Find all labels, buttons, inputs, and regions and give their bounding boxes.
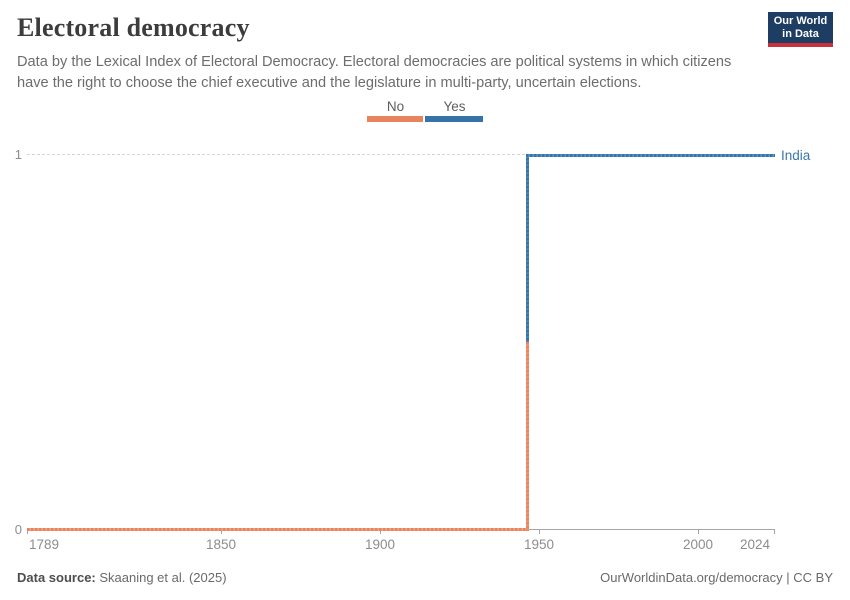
series-india-segment-no-horizontal: [27, 528, 529, 531]
x-axis-label-1789: 1789: [28, 537, 60, 552]
x-axis-tick-1789: [27, 530, 28, 534]
owid-logo-box: Our World in Data: [768, 12, 833, 43]
x-axis-label-1950: 1950: [523, 537, 555, 552]
x-axis-label-2000: 2000: [682, 537, 714, 552]
x-axis-tick-1900: [380, 530, 381, 534]
gridline-y1: [27, 154, 775, 155]
x-axis-tick-2000: [698, 530, 699, 534]
x-axis-label-1850: 1850: [205, 537, 237, 552]
owid-logo[interactable]: Our World in Data: [768, 12, 833, 47]
y-axis-label-1: 1: [14, 147, 22, 162]
data-source-note: Data source: Skaaning et al. (2025): [17, 570, 227, 585]
legend-swatch-no[interactable]: [367, 116, 423, 122]
series-india-segment-yes-vertical: [526, 154, 529, 342]
legend-label-no[interactable]: No: [386, 99, 405, 114]
page-title: Electoral democracy: [17, 13, 250, 42]
owid-logo-line1: Our World: [773, 15, 828, 27]
data-source-value: Skaaning et al. (2025): [95, 570, 227, 585]
x-axis-tick-1950: [539, 530, 540, 534]
x-axis-tick-1850: [221, 530, 222, 534]
legend-label-yes[interactable]: Yes: [443, 99, 466, 114]
x-axis-tick-2024: [774, 530, 775, 534]
data-source-label: Data source:: [17, 570, 96, 585]
entity-label-india[interactable]: India: [781, 148, 811, 163]
series-india-segment-no-vertical: [526, 342, 529, 531]
attribution-link[interactable]: OurWorldinData.org/democracy | CC BY: [600, 570, 833, 585]
owid-logo-redbar: [768, 43, 833, 47]
y-axis-label-0: 0: [14, 522, 22, 537]
owid-logo-line2: in Data: [782, 28, 819, 40]
series-india-segment-yes-horizontal: [526, 154, 775, 157]
x-axis-label-1900: 1900: [364, 537, 396, 552]
chart-subtitle: Data by the Lexical Index of Electoral D…: [17, 54, 732, 91]
x-axis-label-2024: 2024: [739, 537, 771, 552]
legend-swatch-yes[interactable]: [425, 116, 483, 122]
